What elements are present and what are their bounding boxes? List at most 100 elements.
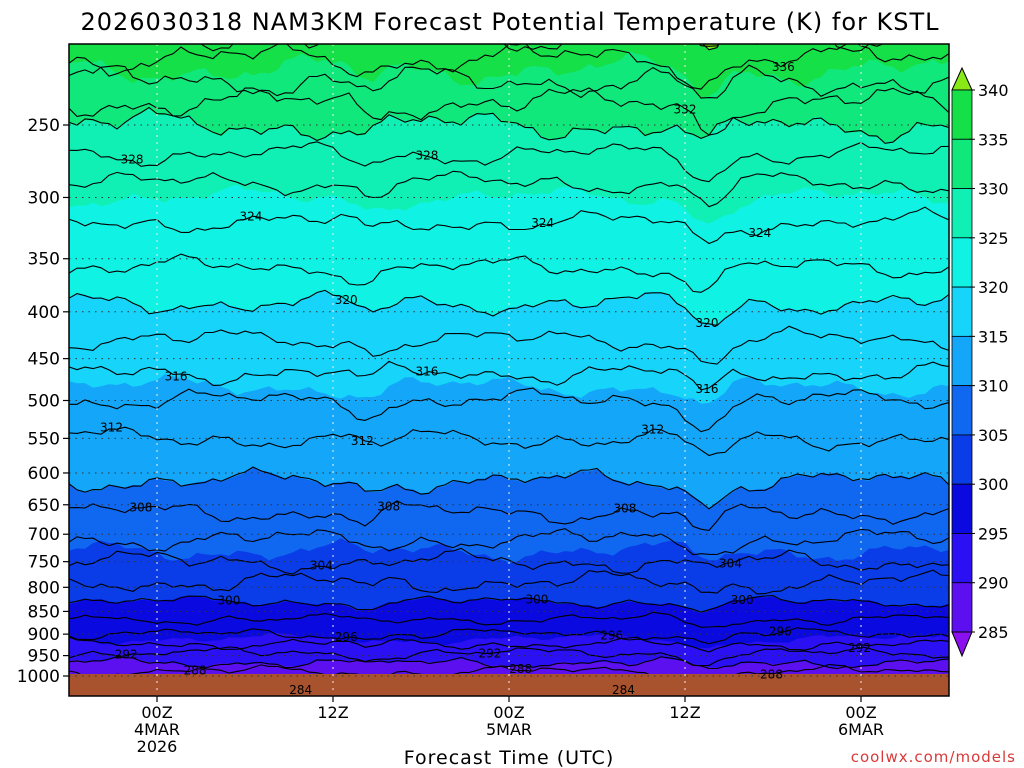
y-tick-label-1000: 1000	[17, 667, 60, 687]
contour-label-304: 304	[310, 558, 333, 572]
colorbar-label-340: 340	[978, 81, 1009, 100]
contour-label-324: 324	[531, 216, 554, 230]
contour-label-300: 300	[525, 593, 548, 607]
y-tick-label-450: 450	[28, 350, 60, 370]
contour-label-336: 336	[772, 60, 795, 74]
colorbar-band-6	[951, 335, 973, 387]
contour-label-296: 296	[769, 624, 792, 638]
contour-label-332: 332	[674, 102, 697, 116]
x-tick-label-48-1: 5MAR	[486, 720, 532, 739]
contour-label-296: 296	[335, 630, 358, 644]
y-tick-label-750: 750	[28, 553, 60, 573]
colorbar: 285 290 295 300 305 310 315 320 325 330 335 340	[951, 66, 1009, 658]
contour-label-288: 288	[509, 662, 532, 676]
colorbar-band-2	[951, 533, 973, 584]
y-tick-label-850: 850	[28, 602, 60, 622]
plot-area: 328 328 332 336 324 324 324 320 320 316 316 316 312 3…	[68, 43, 950, 697]
contour-label-308: 308	[129, 501, 152, 515]
colorbar-label-305: 305	[978, 426, 1009, 445]
colorbar-label-310: 310	[978, 377, 1009, 396]
y-tick-label-650: 650	[28, 496, 60, 516]
colorbar-label-285: 285	[978, 623, 1009, 642]
theta-contour-290	[69, 656, 949, 670]
contour-labels: 328 328 332 336 324 324 324 320 320 316 316 316 312 3…	[100, 60, 871, 697]
colorbar-band-4	[951, 434, 973, 485]
contour-label-312: 312	[641, 422, 664, 436]
theta-contour-298	[69, 611, 949, 628]
colorbar-band-8	[951, 237, 973, 288]
contour-label-296: 296	[600, 628, 623, 642]
contour-label-308: 308	[377, 500, 400, 514]
colorbar-band-11	[951, 89, 973, 140]
theta-contour-318	[69, 325, 949, 365]
contour-label-288: 288	[760, 667, 783, 681]
y-tick-label-550: 550	[28, 429, 60, 449]
colorbar-band-3	[951, 483, 973, 534]
contour-label-292: 292	[848, 641, 871, 655]
contour-label-316: 316	[696, 382, 719, 396]
theta-contour-328	[69, 141, 949, 183]
contour-label-300: 300	[731, 593, 754, 607]
contour-label-320: 320	[696, 316, 719, 330]
colorbar-band-7	[951, 286, 973, 337]
theta-contour-314	[69, 387, 949, 433]
y-tick-label-500: 500	[28, 392, 60, 412]
credit-text: coolwx.com/models	[851, 748, 1016, 766]
y-tick-label-700: 700	[28, 525, 60, 545]
theta-contour-324	[69, 206, 949, 245]
contour-label-284: 284	[612, 683, 635, 697]
colorbar-band-1	[951, 582, 973, 633]
colorbar-bottom-arrow	[951, 631, 973, 658]
x-tick-label-48-0: 00Z	[493, 703, 524, 722]
contour-label-324: 324	[239, 209, 262, 223]
y-tick-label-350: 350	[28, 250, 60, 270]
contour-label-284: 284	[289, 683, 312, 697]
y-tick-label-400: 400	[28, 303, 60, 323]
chart-title: 2026030318 NAM3KM Forecast Potential Tem…	[80, 8, 939, 36]
contour-label-328: 328	[415, 149, 438, 163]
below-ground-shading	[69, 674, 949, 696]
contour-label-316: 316	[165, 369, 188, 383]
theta-contour-322	[69, 253, 949, 293]
x-tick-label-24-0: 00Z	[141, 703, 172, 722]
contour-label-288: 288	[184, 663, 207, 677]
theta-contour-296	[69, 627, 949, 645]
colorbar-label-300: 300	[978, 475, 1009, 494]
x-tick-label-72-1: 6MAR	[838, 720, 884, 739]
theta-filled-contours	[69, 44, 949, 696]
x-tick-label-60-0: 12Z	[669, 703, 700, 722]
y-tick-label-600: 600	[28, 464, 60, 484]
contour-label-312: 312	[351, 434, 374, 448]
theta-contour-320	[69, 289, 949, 327]
x-tick-label-24-1: 4MAR	[134, 720, 180, 739]
x-tick-label-72-0: 00Z	[845, 703, 876, 722]
y-axis-pressure: 250 300 350 400 450 500 550 600 650 700 750 800 850 9…	[17, 116, 69, 687]
colorbar-band-9	[951, 188, 973, 239]
contour-label-324: 324	[748, 226, 771, 240]
x-axis-label: Forecast Time (UTC)	[404, 747, 614, 768]
contour-label-320: 320	[335, 293, 358, 307]
contour-label-308: 308	[613, 502, 636, 516]
theta-contour-300	[69, 595, 949, 613]
theta-contour-338	[187, 44, 885, 52]
colorbar-label-320: 320	[978, 278, 1009, 297]
contour-label-304: 304	[719, 556, 742, 570]
theta-contour-316	[69, 360, 949, 391]
x-tick-label-24-2: 2026	[137, 737, 178, 756]
contour-label-316: 316	[415, 365, 438, 379]
x-tick-label-36-0: 12Z	[317, 703, 348, 722]
colorbar-label-315: 315	[978, 327, 1009, 346]
y-tick-label-300: 300	[28, 188, 60, 208]
contour-label-292: 292	[478, 647, 501, 661]
contour-label-292: 292	[115, 648, 138, 662]
colorbar-band-10	[951, 138, 973, 189]
colorbar-label-335: 335	[978, 130, 1009, 149]
contour-label-300: 300	[217, 594, 240, 608]
colorbar-top-arrow	[951, 66, 973, 91]
colorbar-label-330: 330	[978, 180, 1009, 199]
theta-contour-332	[69, 87, 949, 136]
theta-contour-326	[69, 170, 949, 208]
colorbar-label-325: 325	[978, 229, 1009, 248]
